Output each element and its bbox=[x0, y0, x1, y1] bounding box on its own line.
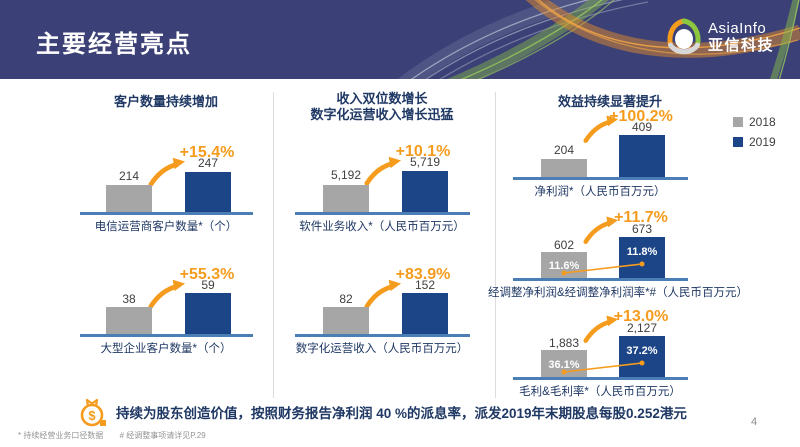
money-bag-icon: $ bbox=[80, 398, 106, 427]
margin-rate-2019: 37.2% bbox=[626, 345, 658, 357]
logo-name-zh: 亚信科技 bbox=[708, 37, 775, 54]
column-header-revenue-line2: 数字化运营收入增长迅猛 bbox=[310, 107, 454, 122]
column-header-revenue: 收入双位数增长 数字化运营收入增长迅猛 bbox=[282, 91, 482, 123]
growth-label: +13.0% bbox=[613, 308, 669, 325]
growth-arrow-icon bbox=[583, 115, 619, 143]
rate-connector-line bbox=[561, 261, 645, 276]
logo-text: AsiaInfo 亚信科技 bbox=[708, 20, 774, 54]
svg-text:$: $ bbox=[88, 408, 96, 423]
bar-2019 bbox=[402, 293, 448, 334]
growth-arrow-icon bbox=[148, 157, 186, 187]
bar-2018 bbox=[541, 159, 587, 177]
bar-value-2019: 673 bbox=[631, 222, 653, 236]
legend-label-2019: 2019 bbox=[749, 135, 776, 149]
chart-baseline bbox=[295, 212, 470, 215]
bar-value-2018: 214 bbox=[118, 169, 140, 183]
column-header-profit: 效益持续显著提升 bbox=[557, 94, 662, 109]
page-title: 主要经营亮点 bbox=[36, 31, 192, 58]
growth-arrow-icon bbox=[583, 216, 619, 244]
bar-2019 bbox=[402, 171, 448, 212]
bar-value-2019: 409 bbox=[631, 120, 653, 134]
margin-rate-2019: 11.8% bbox=[626, 246, 658, 258]
growth-label: +55.3% bbox=[179, 266, 235, 283]
bar-value-2018: 5,192 bbox=[330, 168, 362, 182]
margin-rate-2018: 11.6% bbox=[548, 260, 580, 272]
column-divider bbox=[273, 92, 274, 398]
bar-value-2018: 82 bbox=[339, 292, 353, 306]
legend-swatch-2019 bbox=[733, 137, 743, 147]
growth-arrow-icon bbox=[364, 156, 402, 186]
growth-label: +100.2% bbox=[609, 108, 673, 125]
bar-value-2018: 602 bbox=[553, 238, 575, 252]
margin-rate-2018: 36.1% bbox=[548, 359, 580, 371]
chart-caption: 经调整净利润&经调整净利润率*#（人民币百万元） bbox=[487, 287, 749, 299]
growth-label: +11.7% bbox=[614, 209, 668, 226]
logo-name-en: AsiaInfo bbox=[708, 20, 767, 37]
chart-caption: 净利润*（人民币百万元） bbox=[534, 186, 666, 198]
growth-arrow-icon bbox=[148, 279, 186, 309]
bar-value-2018: 38 bbox=[122, 292, 136, 306]
footnote: * 持续经营业务口径数据 # 经调整事项请详见P.29 bbox=[18, 430, 220, 441]
bar-value-2019: 247 bbox=[197, 156, 219, 170]
chart-baseline bbox=[80, 212, 253, 215]
bar-value-2018: 204 bbox=[553, 143, 575, 157]
chart-caption: 电信运营商客户数量*（个） bbox=[94, 221, 238, 233]
bar-value-2019: 59 bbox=[201, 278, 215, 292]
chart-baseline bbox=[513, 177, 688, 180]
chart-caption: 大型企业客户数量*（个） bbox=[100, 343, 232, 355]
legend-swatch-2018 bbox=[733, 117, 743, 127]
bar-2018 bbox=[323, 185, 369, 212]
bar-2018 bbox=[106, 307, 152, 334]
bar-2019 bbox=[185, 172, 231, 212]
bar-2019 bbox=[619, 135, 665, 177]
legend-item-2018: 2018 bbox=[733, 115, 776, 129]
page-number: 4 bbox=[750, 416, 758, 428]
chart-caption: 毛利&毛利率*（人民币百万元） bbox=[519, 386, 681, 398]
growth-arrow-icon bbox=[364, 279, 402, 309]
chart-baseline bbox=[80, 334, 253, 337]
dividend-statement: 持续为股东创造价值，按照财务报告净利润 40 %的派息率，派发2019年末期股息… bbox=[116, 406, 687, 421]
footnote-continuing-ops: * 持续经营业务口径数据 bbox=[18, 431, 104, 440]
bar-2018 bbox=[323, 307, 369, 334]
column-header-customers: 客户数量持续增加 bbox=[113, 94, 218, 109]
bar-value-2019: 152 bbox=[414, 278, 436, 292]
footnote-adjustment-ref: # 经调整事项请详见P.29 bbox=[119, 431, 206, 440]
bar-2018 bbox=[106, 185, 152, 212]
chart-caption: 软件业务收入*（人民币百万元） bbox=[299, 221, 465, 233]
swirl-decoration bbox=[397, 0, 800, 79]
growth-arrow-icon bbox=[583, 315, 619, 343]
growth-label: +10.1% bbox=[395, 143, 451, 160]
bar-value-2019: 5,719 bbox=[409, 155, 441, 169]
legend-item-2019: 2019 bbox=[733, 135, 776, 149]
legend-label-2018: 2018 bbox=[749, 115, 776, 129]
growth-label: +83.9% bbox=[395, 266, 451, 283]
chart-baseline bbox=[513, 377, 688, 380]
chart-caption: 数字化运营收入（人民币百万元） bbox=[295, 343, 469, 355]
chart-legend: 2018 2019 bbox=[733, 115, 776, 155]
chart-baseline bbox=[295, 334, 470, 337]
column-header-revenue-line1: 收入双位数增长 bbox=[336, 91, 428, 106]
bar-2019 bbox=[619, 237, 665, 278]
column-divider bbox=[495, 92, 496, 398]
rate-connector-line bbox=[561, 360, 645, 375]
bar-2019 bbox=[619, 336, 665, 377]
bar-value-2018: 1,883 bbox=[548, 336, 580, 350]
asiainfo-logo-icon bbox=[667, 18, 701, 55]
bar-2019 bbox=[185, 293, 231, 334]
chart-baseline bbox=[513, 278, 688, 281]
slide-header: 主要经营亮点 AsiaInfo 亚信科技 bbox=[0, 0, 800, 79]
growth-label: +15.4% bbox=[179, 144, 235, 161]
bar-value-2019: 2,127 bbox=[626, 321, 658, 335]
